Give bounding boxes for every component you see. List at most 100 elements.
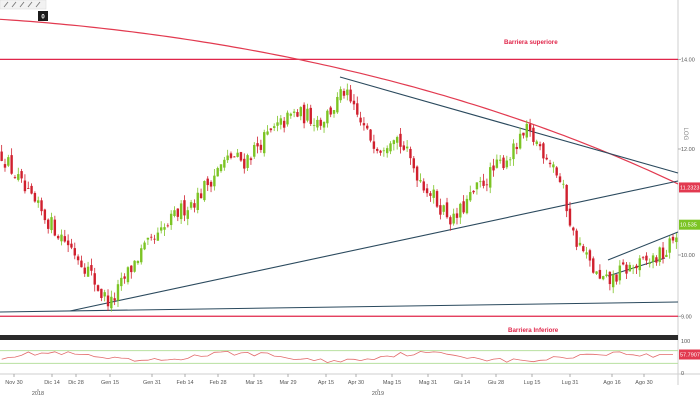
candle-body [359, 117, 362, 123]
candle-body [385, 148, 389, 154]
candle-body [229, 153, 233, 158]
line-tool-icon-stroke [27, 1, 33, 8]
candle-body [236, 152, 239, 157]
candle-body [3, 164, 7, 168]
zoom-icon-stroke [35, 1, 41, 8]
candle-body [66, 240, 70, 246]
candle-body [60, 234, 63, 242]
candle-body [153, 238, 156, 240]
time-tick-label: Gen 31 [143, 380, 161, 386]
time-tick-label: Giu 28 [488, 380, 504, 386]
candle-body [429, 193, 432, 196]
candle-body [56, 236, 60, 239]
time-tick-label: Dic 14 [44, 380, 60, 386]
candle-body [266, 131, 269, 135]
zoom-icon[interactable] [35, 1, 41, 8]
candle-body [608, 271, 612, 285]
candle-body [23, 180, 27, 192]
candle-body [432, 189, 435, 198]
candle-body [525, 123, 528, 138]
candle-body [263, 132, 266, 154]
candle-body [602, 276, 605, 280]
time-tick-label: Giu 14 [454, 380, 470, 386]
price-tick-label: 14.00 [681, 57, 695, 63]
candle-body [216, 168, 219, 177]
candle-body [346, 89, 349, 96]
candle-body [246, 155, 249, 168]
moving-average-line [0, 18, 679, 185]
time-tick-label: Apr 30 [348, 380, 364, 386]
toolbar-background [0, 0, 47, 10]
candle-body [276, 122, 279, 126]
candle-body [53, 219, 57, 236]
candle-body [655, 257, 658, 263]
time-tick-label: Ago 16 [603, 380, 620, 386]
candle-body [146, 237, 150, 240]
pencil-icon[interactable] [11, 1, 17, 8]
drawing-toolbar [0, 0, 47, 10]
rsi-flag [679, 349, 700, 360]
candle-body [203, 181, 206, 201]
line-tool-icon[interactable] [27, 1, 33, 8]
candle-body [661, 247, 665, 259]
candle-body [213, 175, 216, 187]
time-tick-label: Feb 14 [176, 380, 193, 386]
candle-body [419, 180, 422, 182]
toolbar-badge: 0 [41, 15, 45, 21]
candle-body [0, 151, 3, 161]
time-tick-label: Mar 15 [245, 380, 262, 386]
badge-box [38, 11, 48, 21]
candle-body [223, 159, 226, 168]
candle-body [568, 208, 572, 226]
candle-body [439, 205, 442, 215]
candle-body [522, 132, 525, 136]
candle-body [588, 250, 592, 261]
price-flag-label: 10.535 [680, 223, 697, 229]
candle-body [86, 266, 90, 277]
candle-body [243, 158, 246, 169]
candle-body [159, 227, 163, 231]
candle-body [628, 264, 632, 272]
time-tick-label: Mar 29 [279, 380, 296, 386]
candle-body [542, 143, 545, 159]
candle-body [651, 255, 655, 262]
cursor-icon-stroke [19, 1, 25, 8]
candle-body [575, 230, 578, 247]
candle-body [173, 210, 176, 216]
price-flag [679, 182, 700, 193]
candle-body [455, 213, 459, 218]
candle-body [150, 236, 153, 238]
candle-body [545, 157, 548, 160]
candle-body [555, 167, 558, 176]
cursor-icon[interactable] [19, 1, 25, 8]
candle-body [253, 144, 256, 157]
candle-body [505, 160, 509, 168]
candle-body [595, 271, 598, 274]
candle-body [196, 192, 199, 211]
candle-body [100, 288, 103, 298]
candle-body [422, 181, 425, 191]
candle-body [279, 118, 283, 125]
candle-body [296, 112, 299, 117]
candle-body [120, 277, 123, 287]
candle-body [93, 273, 96, 285]
pencil-icon[interactable] [3, 1, 9, 8]
candle-body [611, 274, 615, 288]
time-tick-label: Gen 15 [101, 380, 119, 386]
candle-body [402, 145, 406, 150]
candle-body [349, 89, 352, 102]
candle-body [665, 254, 668, 258]
candle-body [40, 200, 43, 212]
candle-body [615, 274, 618, 282]
candle-body [472, 190, 475, 193]
candle-body [289, 113, 293, 116]
candle-body [658, 247, 661, 263]
candle-body [339, 89, 342, 101]
candle-body [605, 274, 608, 277]
candle-body [199, 193, 203, 199]
candle-body [372, 141, 376, 149]
falling-resistance-trendline [339, 76, 679, 174]
candle-body [379, 150, 382, 153]
time-tick-label: Apr 15 [318, 380, 334, 386]
